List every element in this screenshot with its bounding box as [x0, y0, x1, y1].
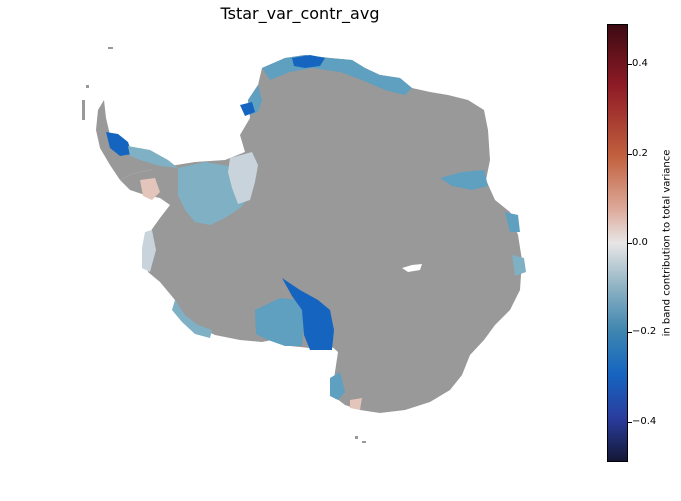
colorbar-tick-label: 0.4	[632, 58, 648, 69]
interior-no-value-spot	[402, 264, 422, 272]
antarctic-peninsula	[96, 100, 175, 180]
island-3	[82, 100, 85, 120]
colorbar-tickmark	[628, 154, 632, 155]
island-2	[86, 85, 89, 88]
colorbar-tickmark	[628, 332, 632, 333]
colorbar-tick-label: −0.2	[632, 326, 657, 337]
region-amundsen	[172, 300, 212, 338]
colorbar-tick-label: 0.0	[632, 237, 648, 248]
map-title: Tstar_var_contr_avg	[220, 4, 380, 23]
colorbar	[607, 24, 628, 462]
colorbar-tick-label: 0.2	[632, 148, 648, 159]
region-ross-east-strong	[282, 278, 334, 350]
antarctica-map	[82, 47, 526, 443]
colorbar-label: in band contribution to total variance	[661, 149, 673, 337]
island-1	[108, 47, 113, 49]
island-4	[355, 436, 358, 439]
region-peninsula-mid	[128, 146, 178, 168]
region-south-positive	[350, 398, 362, 410]
region-south-coast	[330, 372, 345, 400]
island-5	[362, 441, 366, 443]
colorbar-tickmark	[628, 243, 632, 244]
region-east-coast-2	[512, 255, 526, 276]
region-near-zero-weddell	[228, 152, 258, 204]
region-east-coast-1	[505, 212, 520, 232]
colorbar-tickmark	[628, 64, 632, 65]
region-queen-maud-west-strong	[240, 102, 255, 116]
colorbar-tick-label: −0.4	[632, 416, 657, 427]
region-ross-west	[255, 298, 304, 346]
region-amery	[440, 170, 488, 190]
region-positive-tip	[140, 178, 160, 200]
region-peninsula-north	[106, 132, 132, 156]
continent-landmass	[120, 55, 522, 413]
region-west-coast-near-zero	[142, 230, 156, 272]
colorbar-tickmark	[628, 422, 632, 423]
region-queen-maud-strong	[292, 55, 325, 68]
